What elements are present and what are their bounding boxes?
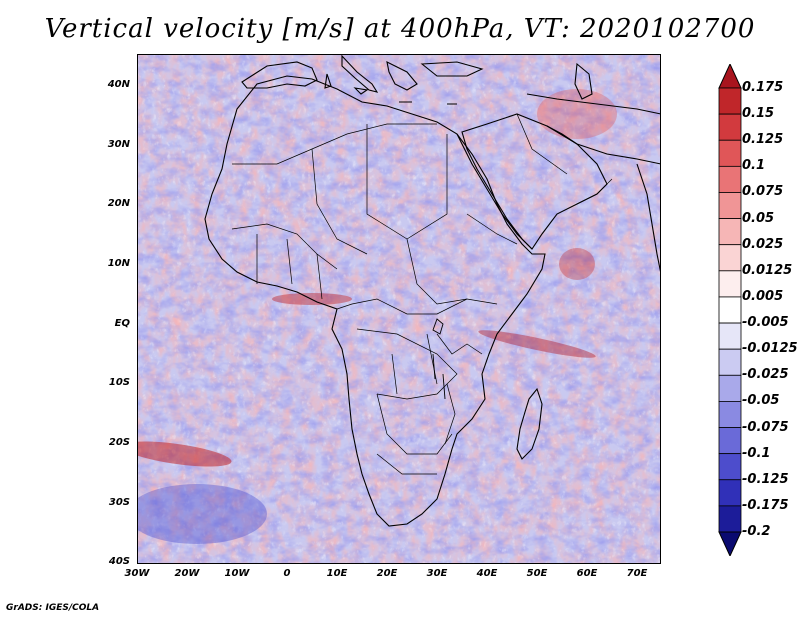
lon-label-40e: 40E (476, 568, 498, 579)
lat-label-10s: 10S (108, 377, 130, 388)
chart-title: Vertical velocity [m/s] at 400hPa, VT: 2… (44, 14, 756, 44)
colorbar-segment (718, 427, 742, 455)
colorbar-label: -0.0125 (742, 341, 798, 357)
strong-ascent-band (137, 441, 232, 467)
colorbar-label: -0.05 (742, 393, 780, 409)
colorbar-label: -0.025 (742, 367, 789, 383)
descent-region-south-atlantic (137, 484, 267, 544)
fine-texture (137, 54, 661, 564)
colorbar-label: 0.005 (742, 288, 784, 304)
balkans-coastline (386, 61, 418, 91)
lon-label-50e: 50E (526, 568, 548, 579)
colorbar-segment (718, 139, 742, 167)
colorbar-segment (718, 87, 742, 115)
italy-coastline (341, 54, 379, 93)
colorbar-label: 0.15 (742, 106, 775, 122)
colorbar-segment (718, 348, 742, 376)
madagascar-coastline (516, 387, 543, 460)
colorbar-min-arrow (718, 531, 742, 556)
colorbar (718, 64, 742, 556)
colorbar-segment (718, 270, 742, 298)
velocity-field-map (137, 54, 661, 564)
colorbar-label: 0.0125 (742, 262, 793, 278)
lat-label-40s: 40S (108, 556, 130, 567)
colorbar-label: 0.1 (742, 158, 766, 174)
lakes (432, 318, 446, 400)
colorbar-label: -0.005 (742, 315, 789, 331)
lat-label-eq: EQ (114, 318, 130, 329)
colorbar-segment (718, 244, 742, 272)
colorbar-label: -0.2 (742, 524, 771, 539)
black-sea (420, 61, 484, 77)
lon-label-0: 0 (283, 568, 291, 579)
colorbar-segment (718, 192, 742, 219)
colorbar-segment (718, 322, 742, 350)
colorbar-segment (718, 113, 742, 141)
lon-label-70e: 70E (626, 568, 648, 579)
colorbar-max-arrow (718, 64, 742, 89)
india-coastline (636, 163, 661, 275)
colorbar-label: 0.075 (742, 184, 784, 200)
lat-label-40n: 40N (107, 79, 130, 90)
lon-label-10w: 10W (224, 568, 250, 579)
footer-credit: GrADS: IGES/COLA (6, 603, 100, 613)
colorbar-label: -0.125 (742, 471, 789, 487)
colorbar-segment (718, 296, 742, 324)
colorbar-segment (718, 374, 742, 402)
iran-coastline (526, 93, 661, 165)
coastlines (204, 54, 661, 527)
lake-victoria (432, 318, 444, 335)
caspian-sea (574, 62, 593, 100)
lat-label-30n: 30N (107, 139, 130, 150)
sicily-sardinia (324, 73, 369, 95)
colorbar-label: 0.025 (742, 236, 784, 252)
colorbar-segment (718, 165, 742, 193)
lat-label-30s: 30S (108, 497, 130, 508)
ascent-band-indian-ocean (478, 330, 596, 358)
persian-gulf (546, 125, 578, 145)
iberia-coastline (241, 61, 318, 89)
colorbar-segment (718, 401, 742, 428)
lat-label-10n: 10N (107, 258, 130, 269)
lon-label-30e: 30E (426, 568, 448, 579)
colorbar-label: -0.1 (742, 445, 771, 461)
colorbar-label: 0.175 (742, 80, 784, 95)
colorbar-label: -0.175 (742, 497, 789, 513)
rift-lakes (432, 353, 446, 400)
colorbar-label: 0.125 (742, 132, 784, 148)
lon-label-20e: 20E (376, 568, 398, 579)
colorbar-segment (718, 479, 742, 507)
lon-label-60e: 60E (576, 568, 598, 579)
lat-label-20s: 20S (108, 437, 130, 448)
colorbar-segment (718, 505, 742, 533)
ascent-region-arabia (537, 89, 617, 139)
colorbar-label: 0.05 (742, 210, 775, 226)
colorbar-label: -0.075 (742, 419, 789, 435)
colorbar-segment (718, 453, 742, 481)
colorbar-segment (718, 218, 742, 246)
country-borders (231, 113, 613, 475)
lon-label-30w: 30W (124, 568, 150, 579)
lat-label-20n: 20N (107, 198, 130, 209)
arabia-coastline (461, 113, 608, 250)
crete-cyprus (399, 101, 457, 105)
red-sea (456, 133, 533, 250)
lon-label-20w: 20W (174, 568, 200, 579)
africa-coastline (204, 75, 546, 527)
ascent-cell-arabian-sea (559, 248, 595, 280)
map-panel (137, 54, 661, 564)
lon-label-10e: 10E (326, 568, 348, 579)
